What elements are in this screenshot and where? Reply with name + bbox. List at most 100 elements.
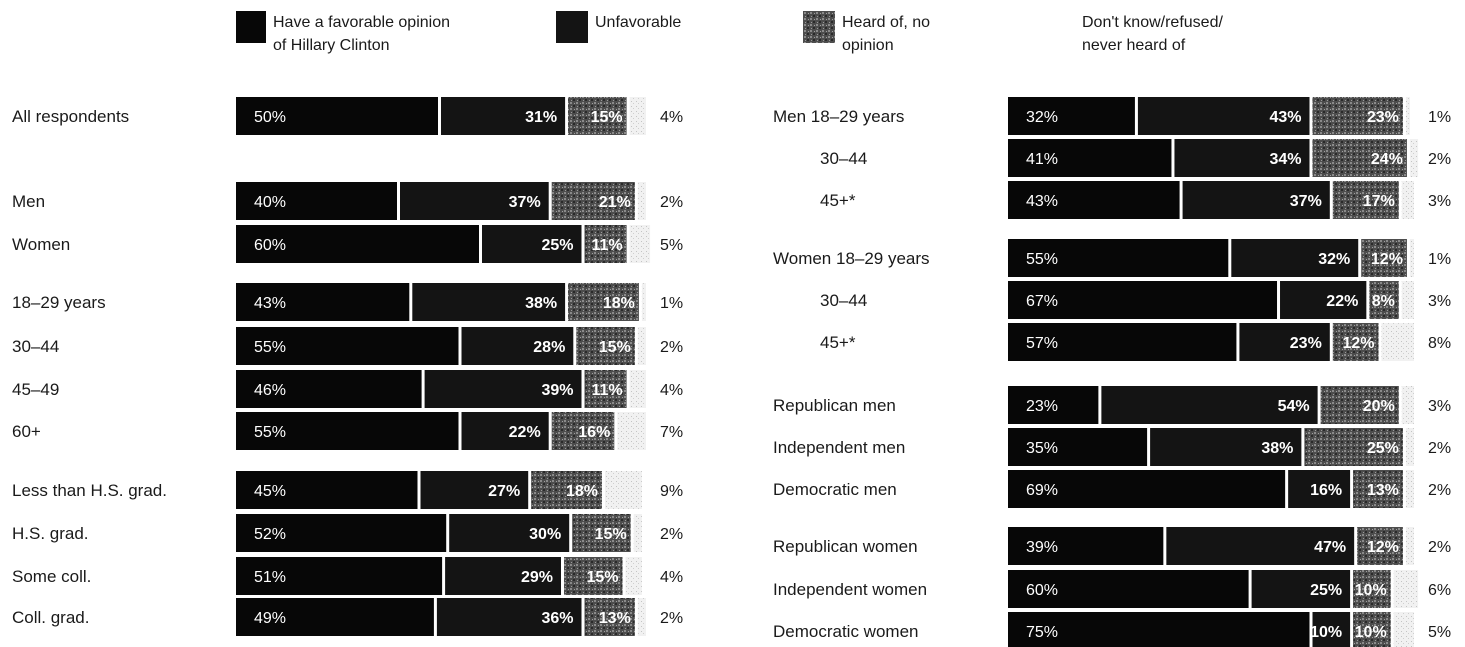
value-label-unfavorable: 37% (1290, 193, 1322, 210)
legend-favorable-line2: of Hillary Clinton (273, 37, 389, 54)
value-label-unfavorable: 34% (1269, 151, 1301, 168)
bar-row: Republican women 39% 47% 12% 2% (773, 527, 1451, 565)
segment-dk (1401, 281, 1414, 319)
value-label-unfavorable: 30% (529, 526, 561, 543)
bar-row: Women 18–29 years 55% 32% 12% 1% (773, 239, 1451, 277)
segment-no-opinion (1369, 281, 1399, 319)
value-label-dk: 2% (1428, 440, 1451, 457)
value-label-dk: 8% (1428, 335, 1451, 352)
segment-favorable (1008, 470, 1286, 508)
legend-swatch-favorable (236, 11, 266, 43)
segment-no-opinion (572, 514, 631, 552)
segment-dk (1393, 612, 1414, 647)
value-label-no-opinion: 16% (578, 424, 610, 441)
segment-favorable (236, 182, 397, 220)
row-label: Less than H.S. grad. (12, 481, 167, 500)
legend-swatch-no-opinion (803, 11, 835, 43)
segment-no-opinion (584, 225, 627, 263)
segment-dk (641, 283, 646, 321)
value-label-no-opinion: 12% (1371, 251, 1403, 268)
bar-row: 30–44 67% 22% 8% 3% (820, 281, 1451, 319)
segment-favorable (1008, 281, 1278, 319)
segment-no-opinion (568, 97, 627, 135)
segment-favorable (236, 283, 410, 321)
row-label: Republican men (773, 396, 896, 415)
value-label-dk: 2% (660, 194, 683, 211)
row-label: H.S. grad. (12, 524, 89, 543)
bar-row: 60+ 55% 22% 16% 7% (12, 412, 683, 450)
bar-row: Independent women 60% 25% 10% 6% (773, 570, 1451, 608)
segment-no-opinion (1320, 386, 1399, 424)
legend-unfavorable: Unfavorable (595, 14, 681, 31)
segment-unfavorable (1182, 181, 1330, 219)
legend-no-opinion-line2: opinion (842, 37, 894, 54)
value-label-favorable: 46% (254, 382, 286, 399)
bar-row: 45+* 57% 23% 12% 8% (820, 323, 1451, 361)
value-label-no-opinion: 11% (591, 382, 622, 399)
segment-no-opinion (576, 327, 635, 365)
bar-row: 45+* 43% 37% 17% 3% (820, 181, 1451, 219)
segment-unfavorable (1312, 612, 1351, 647)
segment-no-opinion (564, 557, 623, 595)
value-label-no-opinion: 8% (1372, 293, 1395, 310)
segment-favorable (236, 557, 443, 595)
segment-favorable (1008, 239, 1229, 277)
bar-row: Coll. grad. 49% 36% 13% 2% (12, 598, 683, 636)
segment-no-opinion (1304, 428, 1403, 466)
segment-dk (1405, 470, 1414, 508)
segment-dk (617, 412, 646, 450)
segment-no-opinion (1353, 612, 1391, 647)
value-label-dk: 2% (660, 610, 683, 627)
value-label-favorable: 69% (1026, 482, 1058, 499)
legend-dk-line2: never heard of (1082, 37, 1186, 54)
value-label-dk: 1% (1428, 109, 1451, 126)
legend-swatch-unfavorable (556, 11, 588, 43)
legend-no-opinion-line1: Heard of, no (842, 14, 930, 31)
segment-unfavorable (1174, 139, 1310, 177)
segment-no-opinion (1312, 97, 1403, 135)
row-label: Independent men (773, 438, 905, 457)
value-label-favorable: 40% (254, 194, 286, 211)
bar-row: 30–44 55% 28% 15% 2% (12, 327, 683, 365)
segment-favorable (1008, 612, 1310, 647)
value-label-no-opinion: 25% (1367, 440, 1399, 457)
bar-row: Independent men 35% 38% 25% 2% (773, 428, 1451, 466)
value-label-no-opinion: 13% (599, 610, 631, 627)
value-label-favorable: 32% (1026, 109, 1058, 126)
segment-no-opinion (531, 471, 602, 509)
value-label-no-opinion: 21% (599, 194, 631, 211)
legend-dk-line1: Don't know/refused/ (1082, 14, 1223, 31)
segment-favorable (236, 370, 422, 408)
segment-favorable (1008, 386, 1099, 424)
segment-no-opinion (584, 598, 635, 636)
bar-row: Democratic men 69% 16% 13% 2% (773, 470, 1451, 508)
value-label-unfavorable: 16% (1310, 482, 1342, 499)
segment-unfavorable (1150, 428, 1302, 466)
segment-dk (1401, 181, 1414, 219)
value-label-no-opinion: 24% (1371, 151, 1403, 168)
row-label: Women 18–29 years (773, 249, 930, 268)
segment-dk (1381, 323, 1414, 361)
segment-favorable (236, 412, 459, 450)
segment-favorable (1008, 181, 1180, 219)
bar-row: Less than H.S. grad. 45% 27% 18% 9% (12, 471, 683, 509)
value-label-unfavorable: 27% (488, 483, 520, 500)
segment-dk (637, 598, 646, 636)
value-label-unfavorable: 28% (533, 339, 565, 356)
value-label-favorable: 23% (1026, 398, 1058, 415)
value-label-dk: 4% (660, 382, 683, 399)
value-label-dk: 1% (660, 295, 683, 312)
segment-dk (637, 327, 646, 365)
value-label-dk: 6% (1428, 582, 1451, 599)
segment-unfavorable (482, 225, 582, 263)
segment-dk (1409, 239, 1414, 277)
value-label-unfavorable: 22% (1326, 293, 1358, 310)
row-label: 60+ (12, 422, 41, 441)
value-label-favorable: 49% (254, 610, 286, 627)
segment-unfavorable (461, 412, 549, 450)
segment-unfavorable (445, 557, 561, 595)
value-label-unfavorable: 43% (1269, 109, 1301, 126)
segment-dk (605, 471, 642, 509)
bars-group: All respondents 50% 31% 15% 4% Men 40% 37% 21% 2%… (12, 97, 1451, 647)
segment-unfavorable (412, 283, 566, 321)
